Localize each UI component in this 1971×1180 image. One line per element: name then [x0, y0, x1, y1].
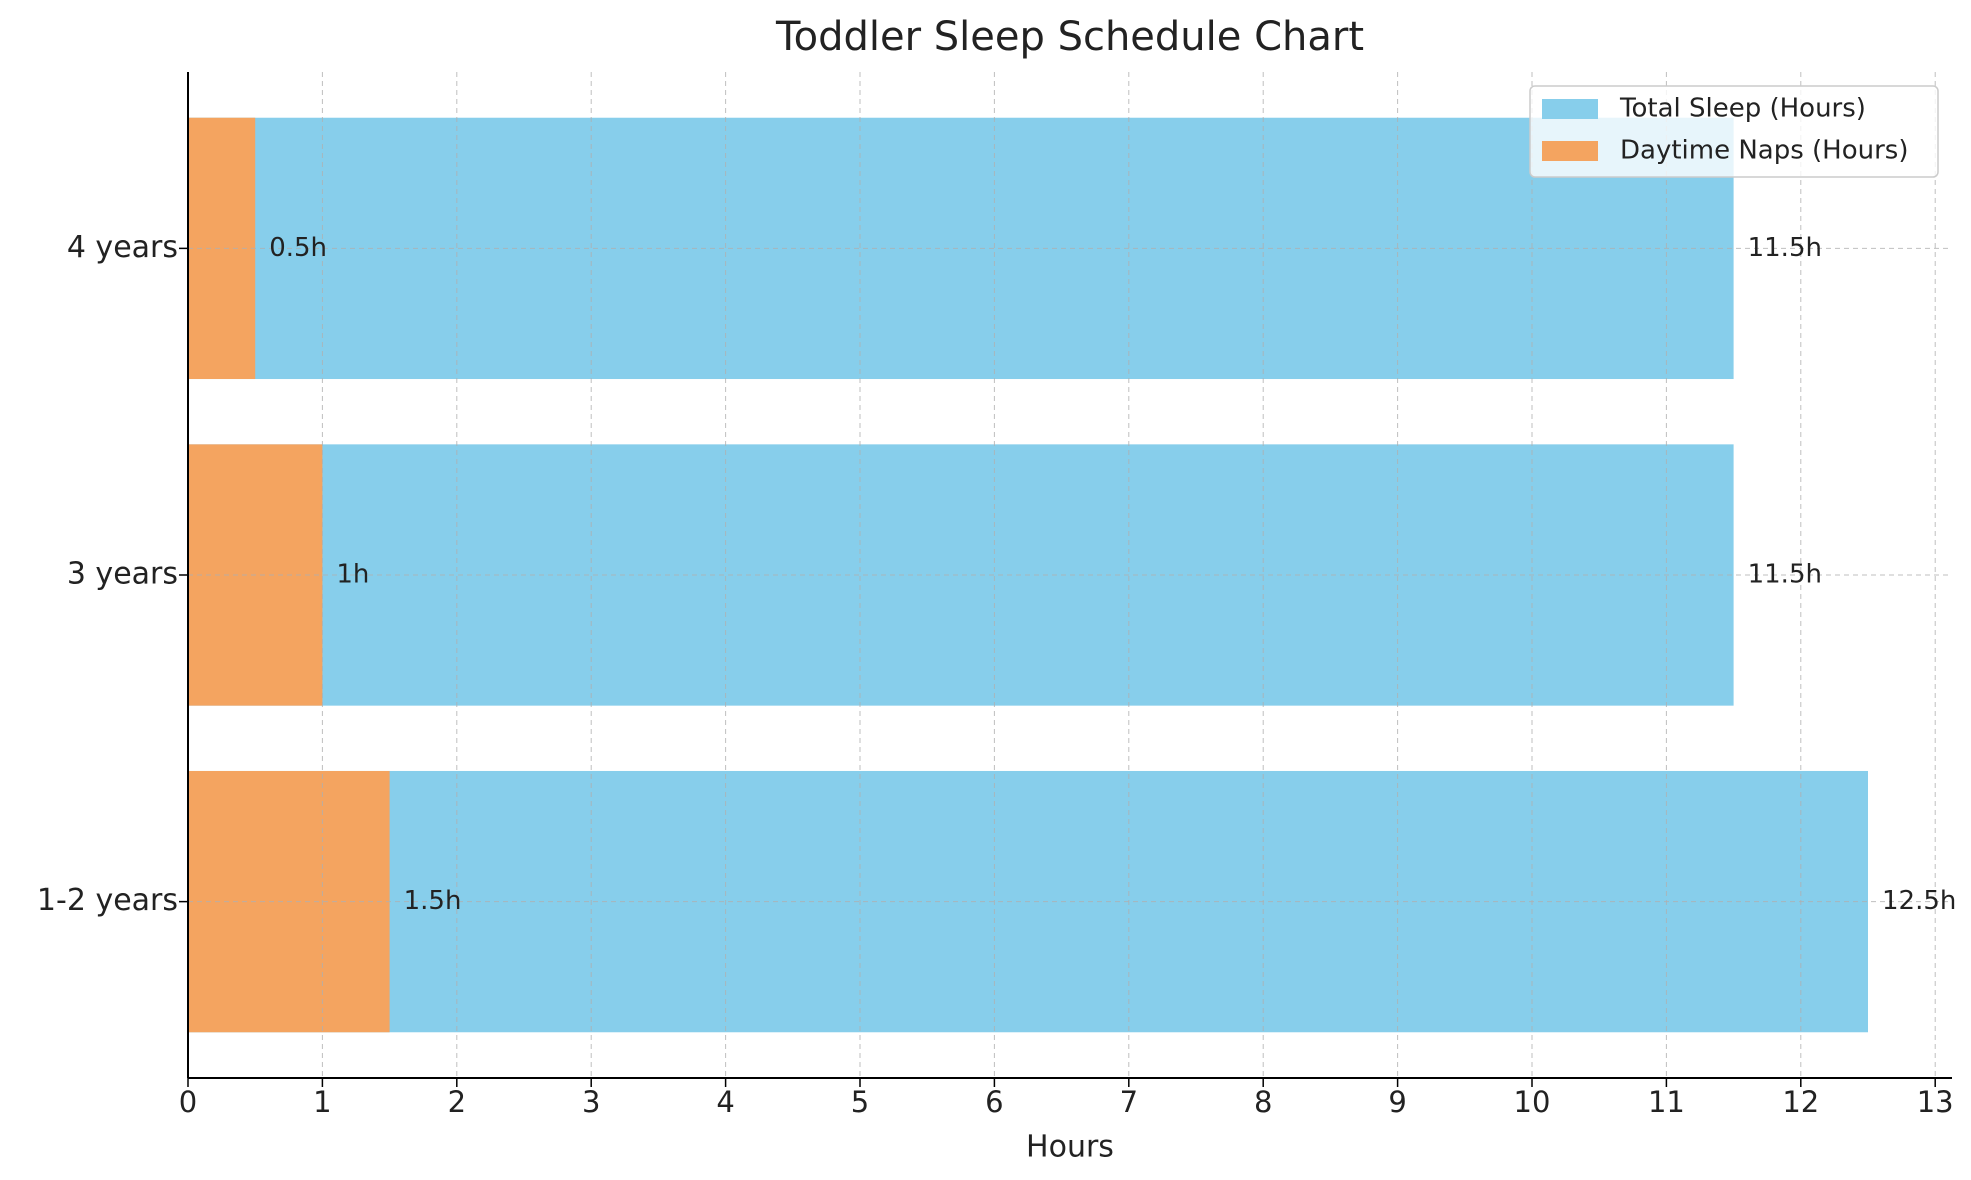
value-label: 1h	[336, 560, 369, 590]
legend-swatch	[1542, 141, 1598, 161]
y-tick-label: 4 years	[67, 230, 178, 265]
bar	[188, 117, 1734, 380]
x-tick-label: 12	[1782, 1085, 1819, 1119]
bar	[188, 444, 1734, 706]
x-tick-label: 2	[448, 1085, 466, 1119]
x-tick-label: 13	[1917, 1085, 1954, 1119]
value-label: 12.5h	[1882, 886, 1956, 916]
legend-label: Total Sleep (Hours)	[1619, 94, 1866, 124]
x-tick-label: 9	[1388, 1085, 1406, 1119]
legend-box	[1529, 85, 1939, 178]
x-tick-label: 6	[985, 1085, 1003, 1119]
y-tick-label: 1-2 years	[37, 883, 178, 918]
x-tick-label: 1	[313, 1085, 331, 1119]
value-label: 11.5h	[1748, 233, 1822, 263]
x-axis-label: Hours	[1026, 1130, 1114, 1165]
x-tick-label: 8	[1254, 1085, 1272, 1119]
chart-title: Toddler Sleep Schedule Chart	[775, 14, 1364, 60]
legend-label: Daytime Naps (Hours)	[1620, 136, 1909, 166]
x-tick-label: 7	[1120, 1085, 1138, 1119]
x-tick-label: 4	[716, 1085, 734, 1119]
x-tick-label: 11	[1648, 1085, 1685, 1119]
x-tick-label: 5	[851, 1085, 869, 1119]
legend-swatch	[1542, 99, 1598, 119]
value-label: 11.5h	[1748, 560, 1822, 590]
x-tick-label: 3	[582, 1085, 600, 1119]
value-label: 0.5h	[269, 233, 327, 263]
y-tick-label: 3 years	[67, 557, 178, 592]
value-label: 1.5h	[404, 886, 462, 916]
x-tick-label: 0	[179, 1085, 197, 1119]
x-tick-label: 10	[1514, 1085, 1551, 1119]
